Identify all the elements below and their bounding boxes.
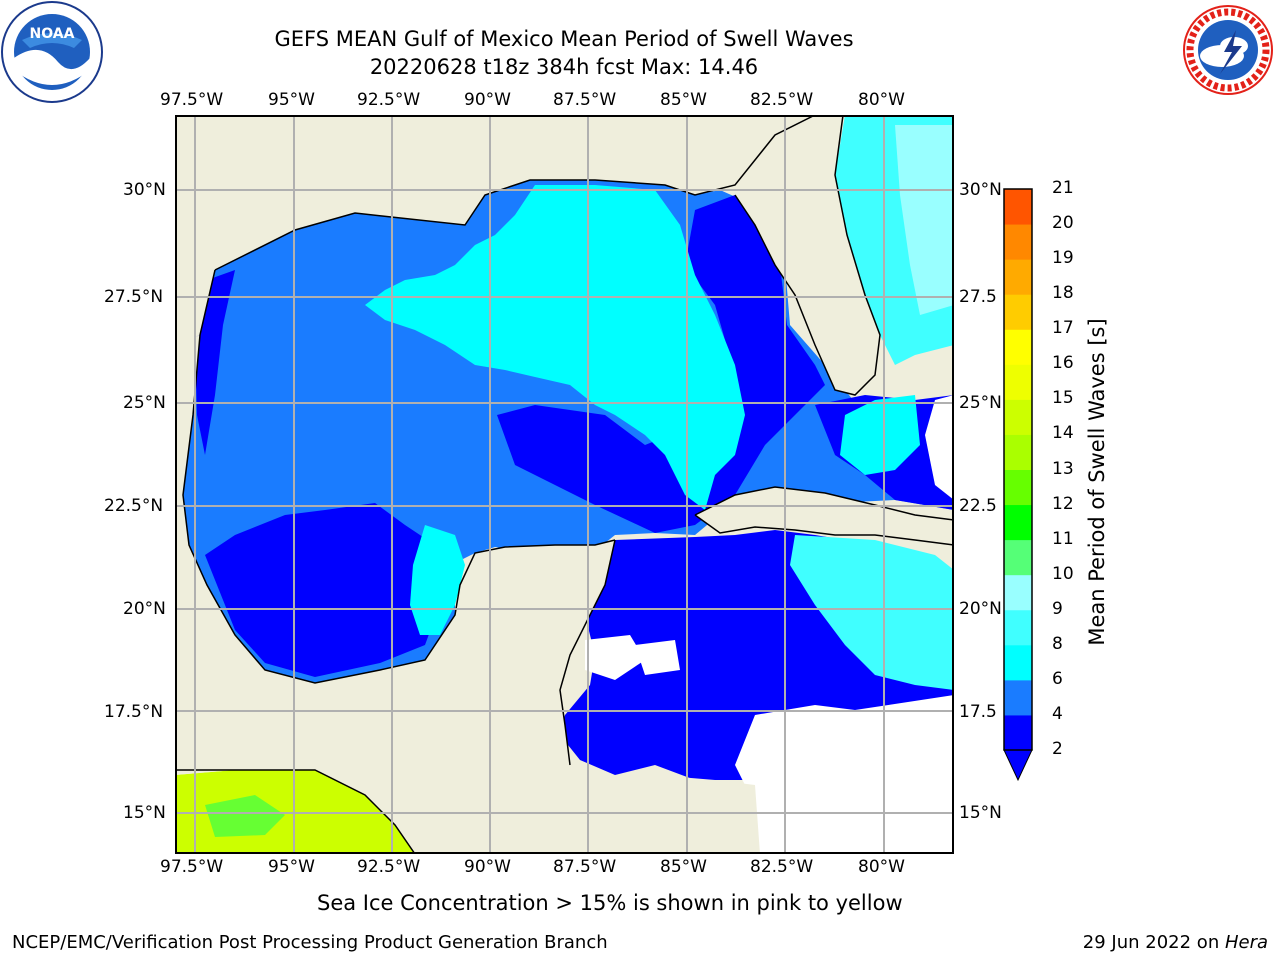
colorbar-tick-label: 17 bbox=[1052, 318, 1074, 339]
lon-tick-top: 80°W bbox=[858, 90, 905, 110]
colorbar-segment bbox=[1004, 399, 1032, 435]
colorbar-segment bbox=[1004, 574, 1032, 611]
lat-tick-left: 25°N bbox=[123, 393, 166, 413]
map-frame bbox=[175, 115, 954, 854]
lat-tick-right: 20°N bbox=[959, 599, 1002, 619]
missing-data-patch bbox=[635, 640, 680, 675]
lat-tick-right: 15°N bbox=[959, 803, 1002, 823]
gulf-dark-east bbox=[497, 195, 825, 533]
colorbar-segment bbox=[1004, 224, 1032, 260]
missing-data-patch bbox=[925, 395, 954, 500]
footer-date: 29 Jun 2022 on Hera bbox=[1083, 932, 1268, 953]
colorbar-tick-label: 8 bbox=[1052, 633, 1063, 654]
lon-tick-bottom: 85°W bbox=[660, 857, 707, 877]
bahamas-cyan bbox=[840, 395, 920, 475]
colorbar-segment bbox=[1004, 294, 1032, 330]
colorbar-segment bbox=[1004, 504, 1032, 541]
gulf-dark-bay bbox=[205, 503, 447, 677]
colorbar-tick-label: 19 bbox=[1052, 248, 1074, 269]
noaa-logo-text: NOAA bbox=[30, 26, 75, 42]
colorbar-segment bbox=[1004, 644, 1032, 681]
colorbar-tick-label: 12 bbox=[1052, 493, 1074, 514]
lon-tick-bottom: 82.5°W bbox=[750, 857, 814, 877]
lat-tick-left: 27.5°N bbox=[104, 287, 164, 307]
land-florida bbox=[735, 115, 880, 395]
lon-tick-top: 95°W bbox=[268, 90, 315, 110]
chart-title-line2: 20220628 t18z 384h fcst Max: 14.46 bbox=[369, 55, 759, 79]
lat-tick-right: 30°N bbox=[959, 180, 1002, 200]
colorbar-tick-label: 6 bbox=[1052, 668, 1063, 689]
colorbar-segment bbox=[1004, 679, 1032, 716]
colorbar bbox=[1003, 188, 1033, 782]
colorbar-segment bbox=[1004, 714, 1032, 751]
lat-tick-left: 20°N bbox=[123, 599, 166, 619]
colorbar-segment bbox=[1004, 539, 1032, 576]
colorbar-frame bbox=[1003, 188, 1033, 751]
colorbar-tick-label: 10 bbox=[1052, 563, 1074, 584]
colorbar-tick-label: 11 bbox=[1052, 528, 1074, 549]
colorbar-tick-label: 9 bbox=[1052, 598, 1063, 619]
caribbean-cyan bbox=[790, 535, 954, 690]
missing-data-patch bbox=[585, 635, 645, 680]
colorbar-segment bbox=[1004, 609, 1032, 646]
lat-tick-right: 22.5 bbox=[959, 496, 997, 516]
footer-credit: NCEP/EMC/Verification Post Processing Pr… bbox=[12, 932, 608, 953]
coastlines bbox=[175, 115, 954, 854]
colorbar-tick-label: 4 bbox=[1052, 703, 1063, 724]
colorbar-segment bbox=[1004, 189, 1032, 225]
land-central-america bbox=[435, 775, 760, 854]
nws-logo bbox=[1183, 5, 1273, 95]
colorbar-extend-triangle bbox=[1003, 749, 1033, 782]
map-grid bbox=[175, 115, 954, 854]
sea-ice-note: Sea Ice Concentration > 15% is shown in … bbox=[317, 891, 903, 915]
lat-tick-right: 27.5 bbox=[959, 287, 997, 307]
colorbar-tick-label: 16 bbox=[1052, 353, 1074, 374]
lat-tick-left: 30°N bbox=[123, 180, 166, 200]
colorbar-segment bbox=[1004, 469, 1032, 506]
gulf-cyan-south bbox=[410, 525, 465, 635]
lon-tick-bottom: 97.5°W bbox=[160, 857, 224, 877]
lat-tick-left: 15°N bbox=[123, 803, 166, 823]
land-west-coast bbox=[175, 335, 375, 780]
colorbar-label: Mean Period of Swell Waves [s] bbox=[1085, 318, 1109, 646]
lat-tick-right: 25°N bbox=[959, 393, 1002, 413]
colorbar-tick-label: 2 bbox=[1052, 739, 1063, 759]
land-north-coast bbox=[175, 115, 815, 345]
lon-tick-top: 90°W bbox=[464, 90, 511, 110]
colorbar-tick-label: 13 bbox=[1052, 458, 1074, 479]
land-cuba bbox=[695, 487, 954, 545]
colorbar-segment bbox=[1004, 434, 1032, 470]
chart-title-line1: GEFS MEAN Gulf of Mexico Mean Period of … bbox=[274, 27, 854, 51]
map-panel bbox=[175, 115, 954, 854]
atlantic-pale bbox=[895, 125, 954, 315]
noaa-logo: NOAA bbox=[1, 1, 103, 103]
colorbar-tick-label: 15 bbox=[1052, 388, 1074, 409]
lon-tick-top: 87.5°W bbox=[553, 90, 617, 110]
lon-tick-top: 85°W bbox=[660, 90, 707, 110]
lat-tick-left: 17.5°N bbox=[104, 702, 164, 722]
colorbar-segments bbox=[1004, 189, 1032, 751]
pacific-green-patch bbox=[205, 795, 285, 837]
gulf-cyan-center bbox=[365, 185, 745, 510]
lon-tick-bottom: 95°W bbox=[268, 857, 315, 877]
lon-tick-bottom: 80°W bbox=[858, 857, 905, 877]
footer-date-text: 29 Jun 2022 on bbox=[1082, 932, 1225, 953]
lon-tick-top: 92.5°W bbox=[357, 90, 421, 110]
lon-tick-top: 97.5°W bbox=[160, 90, 224, 110]
colorbar-tick-label: 20 bbox=[1052, 213, 1074, 234]
colorbar-tick-label: 14 bbox=[1052, 423, 1074, 444]
colorbar-segment bbox=[1004, 259, 1032, 295]
colorbar-tick-label: 21 bbox=[1052, 178, 1074, 198]
lon-tick-top: 82.5°W bbox=[750, 90, 814, 110]
colorbar-tick-label: 18 bbox=[1052, 283, 1074, 304]
colorbar-segment bbox=[1004, 364, 1032, 400]
lon-tick-bottom: 92.5°W bbox=[357, 857, 421, 877]
lat-tick-right: 17.5 bbox=[959, 702, 997, 722]
footer-host: Hera bbox=[1224, 932, 1268, 953]
lat-tick-left: 22.5°N bbox=[104, 496, 164, 516]
lon-tick-bottom: 90°W bbox=[464, 857, 511, 877]
colorbar-segment bbox=[1004, 329, 1032, 365]
lon-tick-bottom: 87.5°W bbox=[553, 857, 617, 877]
missing-data-patch bbox=[735, 695, 954, 854]
